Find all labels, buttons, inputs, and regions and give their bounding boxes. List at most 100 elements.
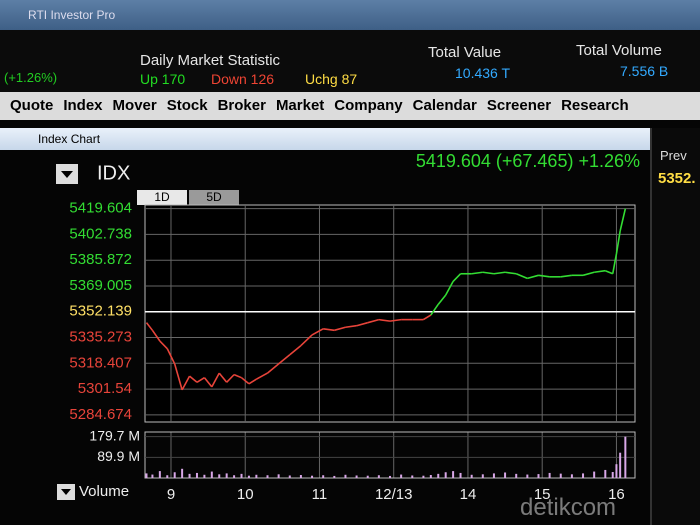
menu-item[interactable]: Index (63, 97, 103, 114)
volume-bar (158, 471, 161, 478)
y-tick-label: 5301.54 (78, 380, 132, 397)
volume-tick-label: 89.9 M (97, 448, 140, 464)
price-segment (582, 271, 595, 277)
price-segment (241, 377, 250, 385)
volume-bar (218, 474, 221, 478)
volume-bar (548, 472, 551, 478)
volume-bar (429, 475, 432, 478)
x-tick-label: 10 (237, 486, 254, 503)
tab[interactable] (189, 190, 239, 205)
panel-title: Index Chart (0, 128, 650, 150)
price-segment (323, 327, 335, 332)
price-segment (367, 318, 380, 324)
y-tick-label: 5335.273 (69, 329, 132, 346)
price-segment (611, 253, 618, 274)
menu-item[interactable]: Market (275, 97, 325, 114)
menu-bar: Quote Index Mover Stock Broker Market Company C… (0, 92, 700, 120)
price-segment (378, 318, 391, 322)
menu-item[interactable]: Mover (112, 97, 157, 114)
price-segment (493, 271, 506, 275)
prev-label: Prev (660, 148, 687, 163)
volume-bar (411, 475, 414, 478)
volume-bar (624, 436, 627, 478)
menu-item[interactable]: Quote (10, 97, 54, 114)
price-segment (255, 372, 268, 380)
volume-bar (355, 475, 358, 478)
index-chart: IDX 5419.604 (+67.465) +1.26% 1D 5D 5419.604… (56, 151, 640, 503)
volume-bar (366, 475, 369, 478)
tab-label: 5D (206, 190, 222, 204)
price-segment (159, 340, 168, 350)
volume-bar (604, 469, 607, 478)
unchanged-count: Uchg 87 (305, 71, 358, 87)
volume-bar (188, 473, 191, 478)
volume-bar (151, 474, 154, 478)
headline: 5419.604 (+67.465) +1.26% (416, 151, 640, 171)
volume-bar (166, 475, 169, 478)
menu-item[interactable]: Screener (486, 97, 552, 114)
price-segment (266, 363, 280, 374)
volume-bar (470, 474, 473, 478)
volume-bar (299, 475, 302, 478)
y-tick-label: 5385.872 (69, 251, 132, 268)
volume-bar (459, 472, 462, 478)
menu-item[interactable]: Calendar (412, 97, 477, 114)
menu-item[interactable]: Broker (217, 97, 266, 114)
symbol: IDX (97, 162, 130, 184)
volume-bar (322, 475, 325, 478)
price-segment (311, 328, 324, 336)
x-tick-label: 11 (312, 486, 328, 503)
total-volume-label: Total Volume (576, 42, 662, 59)
volume-bar (181, 468, 184, 478)
price-segment (482, 271, 495, 275)
market-stats: (+1.26%) Daily Market Statistic Up 170 D… (0, 30, 700, 92)
volume-bar (481, 474, 484, 478)
volume-bar (203, 474, 206, 478)
price-segment (504, 271, 517, 275)
price-segment (226, 374, 235, 383)
volume-tick-label: 179.7 M (89, 427, 140, 443)
change-text: (+1.26%) (4, 70, 58, 85)
price-segment (345, 324, 357, 329)
price-segment (356, 321, 368, 327)
price-segment (278, 354, 291, 365)
price-segment (560, 274, 573, 278)
prev-value: 5352. (658, 170, 696, 187)
price-segment (196, 377, 205, 383)
price-segment (619, 208, 627, 232)
tab[interactable] (137, 190, 187, 205)
price-segment (452, 273, 462, 282)
x-tick-label: 9 (167, 486, 175, 503)
price-segment (471, 271, 483, 275)
volume-bar (611, 472, 614, 478)
price-segment (218, 372, 228, 383)
volume-bar (422, 475, 425, 478)
y-tick-label: 5284.674 (69, 406, 132, 423)
price-segment (248, 378, 257, 385)
volume-area (144, 431, 636, 479)
price-segment (538, 274, 550, 278)
volume-bar (255, 474, 258, 478)
price-segment (151, 329, 161, 342)
price-segment (189, 375, 198, 383)
volume-bar (173, 472, 176, 478)
y-tick-label: 5369.005 (69, 277, 132, 294)
stats-heading: Daily Market Statistic (140, 52, 281, 69)
volume-bar (210, 471, 213, 478)
price-segment (594, 269, 606, 274)
price-segment (145, 322, 154, 331)
price-segment (515, 273, 528, 280)
volume-bar (437, 473, 440, 478)
price-segment (615, 230, 621, 255)
volume-bar (240, 473, 243, 478)
price-segment (527, 274, 539, 280)
price-segment (289, 344, 302, 356)
volume-bar (145, 473, 148, 478)
volume-bar (311, 475, 314, 478)
menu-item[interactable]: Company (334, 97, 403, 114)
menu-item[interactable]: Stock (166, 97, 208, 114)
price-segment (437, 294, 447, 305)
price-segment (166, 348, 176, 365)
menu-item[interactable]: Research (561, 97, 629, 114)
